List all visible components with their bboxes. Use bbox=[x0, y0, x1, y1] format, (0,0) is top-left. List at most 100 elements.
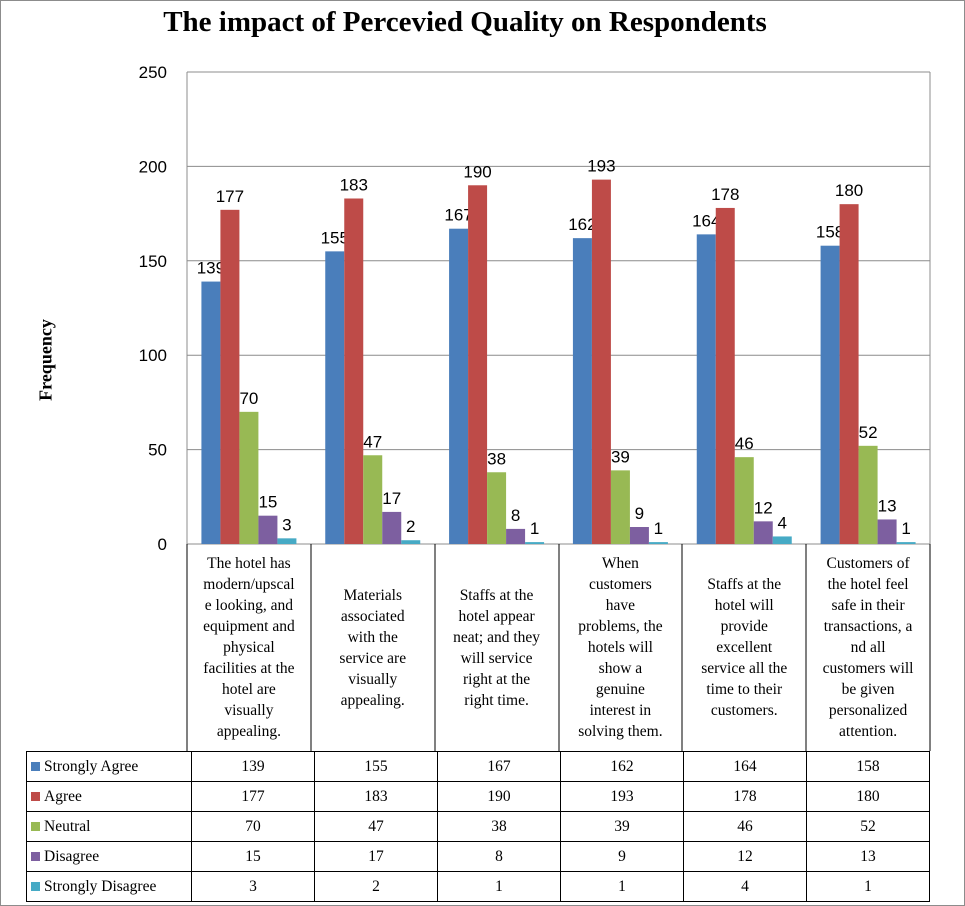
plot-area: 0501001502002501391777015315518347172167… bbox=[139, 63, 931, 751]
bar bbox=[572, 238, 592, 545]
bar bbox=[648, 542, 668, 544]
legend-entry: Agree bbox=[26, 781, 192, 812]
data-label: 47 bbox=[363, 432, 382, 451]
data-label: 15 bbox=[258, 493, 277, 512]
bar bbox=[839, 204, 859, 544]
y-tick-label: 0 bbox=[158, 535, 167, 554]
bar bbox=[591, 179, 611, 544]
data-table-cell: 46 bbox=[683, 811, 807, 842]
data-table-cell: 4 bbox=[683, 871, 807, 902]
data-label: 155 bbox=[321, 228, 349, 247]
bar bbox=[239, 411, 259, 544]
category-label: The hotel has modern/upscal e looking, a… bbox=[203, 555, 295, 740]
category-label: When customers have problems, the hotels… bbox=[578, 555, 663, 740]
data-label: 8 bbox=[511, 506, 520, 525]
bar bbox=[820, 245, 840, 545]
bar bbox=[896, 542, 916, 544]
data-label: 190 bbox=[463, 162, 491, 181]
bar bbox=[363, 455, 383, 544]
data-label: 177 bbox=[216, 187, 244, 206]
data-label: 39 bbox=[611, 447, 630, 466]
bar bbox=[258, 515, 278, 544]
data-table-cell: 38 bbox=[437, 811, 561, 842]
data-table-cell: 155 bbox=[314, 751, 438, 782]
y-tick-label: 100 bbox=[139, 346, 167, 365]
bar bbox=[325, 251, 345, 545]
bar bbox=[401, 540, 421, 544]
data-label: 38 bbox=[487, 449, 506, 468]
y-tick-label: 250 bbox=[139, 63, 167, 82]
legend-swatch bbox=[31, 852, 40, 862]
data-table-cell: 183 bbox=[314, 781, 438, 812]
bar bbox=[734, 457, 754, 544]
data-table-row: Neutral 70 47 38 39 46 52 bbox=[26, 811, 930, 842]
data-label: 13 bbox=[878, 496, 897, 515]
data-label: 4 bbox=[778, 513, 787, 532]
bar bbox=[696, 234, 716, 545]
data-table-cell: 158 bbox=[806, 751, 930, 782]
bar bbox=[772, 536, 792, 544]
chart-title: The impact of Percevied Quality on Respo… bbox=[163, 6, 767, 38]
bar bbox=[525, 542, 545, 544]
legend-label: Agree bbox=[44, 787, 82, 805]
bar bbox=[468, 185, 488, 544]
data-table-cell: 1 bbox=[560, 871, 684, 902]
data-label: 158 bbox=[816, 223, 844, 242]
bar bbox=[449, 228, 469, 545]
bar bbox=[220, 209, 240, 544]
data-table-cell: 52 bbox=[806, 811, 930, 842]
data-table-cell: 177 bbox=[191, 781, 315, 812]
data-table-cell: 12 bbox=[683, 841, 807, 872]
legend-entry: Disagree bbox=[26, 841, 192, 872]
bar bbox=[382, 511, 402, 544]
data-label: 46 bbox=[735, 434, 754, 453]
category-label: Staffs at the hotel will provide excelle… bbox=[701, 576, 788, 719]
data-table: Strongly Agree 139 155 167 162 164 158 Agree 177… bbox=[26, 751, 930, 902]
category-label: Materials associated with the service ar… bbox=[339, 586, 407, 709]
y-tick-label: 200 bbox=[139, 157, 167, 176]
legend-entry: Strongly Disagree bbox=[26, 871, 192, 902]
legend-entry: Strongly Agree bbox=[26, 751, 192, 782]
data-label: 139 bbox=[197, 259, 225, 278]
data-label: 52 bbox=[859, 423, 878, 442]
data-table-cell: 15 bbox=[191, 841, 315, 872]
y-tick-label: 50 bbox=[148, 441, 167, 460]
data-table-cell: 9 bbox=[560, 841, 684, 872]
data-table-cell: 193 bbox=[560, 781, 684, 812]
bar bbox=[506, 528, 526, 544]
data-table-cell: 70 bbox=[191, 811, 315, 842]
data-table-cell: 47 bbox=[314, 811, 438, 842]
data-label: 70 bbox=[239, 389, 258, 408]
data-label: 12 bbox=[754, 498, 773, 517]
bar bbox=[753, 521, 773, 544]
category-label: Staffs at the hotel appear neat; and the… bbox=[453, 586, 541, 709]
data-label: 164 bbox=[692, 211, 720, 230]
bar bbox=[201, 281, 221, 544]
data-label: 17 bbox=[382, 489, 401, 508]
bar bbox=[877, 519, 897, 544]
legend-entry: Neutral bbox=[26, 811, 192, 842]
bar bbox=[344, 198, 364, 544]
y-tick-label: 150 bbox=[139, 252, 167, 271]
data-table-cell: 139 bbox=[191, 751, 315, 782]
bar bbox=[487, 472, 507, 544]
data-label: 2 bbox=[406, 517, 415, 536]
legend-label: Disagree bbox=[44, 847, 100, 865]
data-label: 167 bbox=[444, 206, 472, 225]
category-label: Customers of the hotel feel safe in thei… bbox=[822, 555, 914, 740]
data-table-cell: 2 bbox=[314, 871, 438, 902]
data-table-cell: 8 bbox=[437, 841, 561, 872]
data-table-cell: 178 bbox=[683, 781, 807, 812]
data-label: 183 bbox=[340, 175, 368, 194]
data-table-row: Strongly Disagree 3 2 1 1 4 1 bbox=[26, 871, 930, 902]
data-table-row: Disagree 15 17 8 9 12 13 bbox=[26, 841, 930, 872]
data-table-cell: 3 bbox=[191, 871, 315, 902]
bar bbox=[715, 207, 735, 544]
legend-swatch bbox=[31, 822, 40, 832]
data-table-cell: 164 bbox=[683, 751, 807, 782]
data-table-cell: 13 bbox=[806, 841, 930, 872]
data-table-cell: 39 bbox=[560, 811, 684, 842]
data-table-cell: 167 bbox=[437, 751, 561, 782]
data-table-cell: 1 bbox=[806, 871, 930, 902]
bar bbox=[610, 470, 630, 544]
